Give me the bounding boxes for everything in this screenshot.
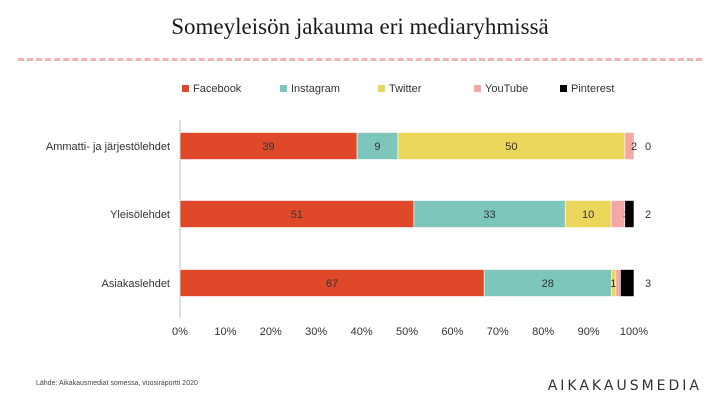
cat-3-facebook-bar-value: 67 [326, 278, 338, 290]
cat-2-twitter-bar-value: 10 [582, 209, 594, 221]
cat-1-youtube-bar [624, 132, 635, 160]
legend-facebook-label: Facebook [193, 83, 242, 95]
x-tick-1: 10% [214, 326, 236, 338]
cat-2-instagram-bar-value: 33 [483, 209, 495, 221]
title-divider [18, 58, 702, 61]
legend-facebook-swatch [182, 85, 189, 92]
cat-2-facebook-bar-value: 51 [291, 209, 303, 221]
legend-youtube-label: YouTube [485, 83, 528, 95]
x-tick-3: 30% [305, 326, 327, 338]
cat-2-facebook-bar [179, 200, 415, 228]
chart-title: Someyleisön jakauma eri mediaryhmissä [171, 14, 549, 39]
cat-2-pinterest-bar-value: 2 [645, 209, 651, 221]
legend-youtube-swatch [474, 85, 481, 92]
cat-3-pinterest-bar [620, 269, 635, 297]
cat-2-pinterest-bar [624, 200, 635, 228]
cat-1-instagram-bar-value: 9 [374, 141, 380, 153]
legend-pinterest-swatch [560, 85, 567, 92]
cat-3-instagram-bar [483, 269, 612, 297]
legend-twitter-label: Twitter [389, 83, 422, 95]
source-note: Lähde: Aikakausmediat somessa, vuosirapo… [36, 380, 198, 387]
cat-1-pinterest-bar-value: 0 [645, 141, 651, 153]
legend-instagram-label: Instagram [291, 83, 340, 95]
x-tick-0: 0% [172, 326, 188, 338]
cat-1-twitter-bar-value: 50 [505, 141, 517, 153]
cat-1-label: Ammatti- ja järjestölehdet [46, 141, 170, 153]
cat-3-instagram-bar-value: 28 [542, 278, 554, 290]
cat-1-facebook-bar-value: 39 [262, 141, 274, 153]
x-tick-6: 60% [441, 326, 463, 338]
cat-1-facebook-bar [179, 132, 358, 160]
x-tick-7: 70% [487, 326, 509, 338]
legend-twitter-swatch [378, 85, 385, 92]
cat-3-label: Asiakaslehdet [102, 278, 171, 290]
publisher-logo: AIKAKAUSMEDIA [547, 378, 702, 394]
cat-2-instagram-bar [413, 200, 566, 228]
cat-1-instagram-bar [356, 132, 399, 160]
cat-2-twitter-bar [564, 200, 612, 228]
x-tick-5: 50% [396, 326, 418, 338]
x-tick-8: 80% [532, 326, 554, 338]
cat-3-twitter-bar-value: 1 [610, 278, 616, 290]
legend-pinterest-label: Pinterest [571, 83, 614, 95]
x-tick-9: 90% [578, 326, 600, 338]
cat-3-pinterest-bar-value: 3 [645, 278, 651, 290]
cat-1-youtube-bar-value: 2 [631, 141, 637, 153]
legend-instagram-swatch [280, 85, 287, 92]
x-tick-10: 100% [620, 326, 648, 338]
cat-2-label: Yleisölehdet [110, 209, 170, 221]
x-tick-4: 40% [351, 326, 373, 338]
cat-3-youtube-bar [615, 269, 621, 297]
x-tick-2: 20% [260, 326, 282, 338]
cat-1-twitter-bar [397, 132, 626, 160]
